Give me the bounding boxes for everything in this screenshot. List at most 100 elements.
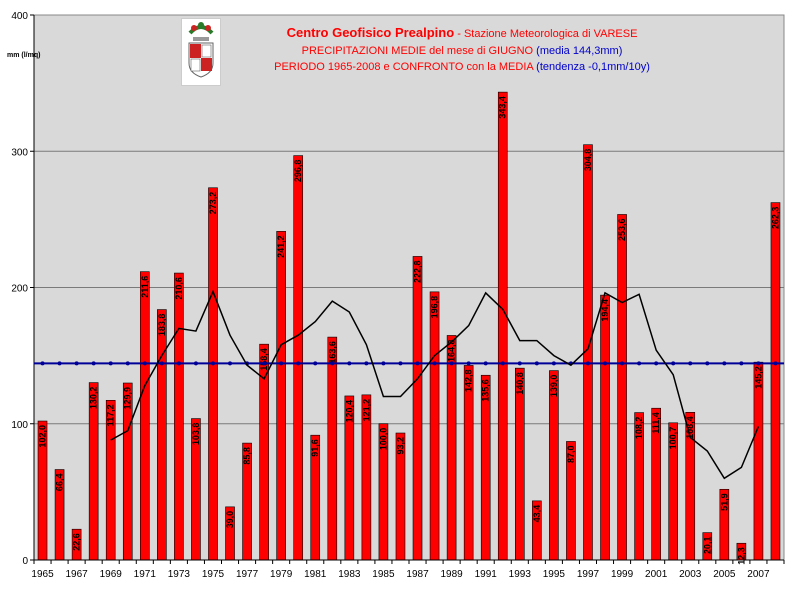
- mean-line-marker: [722, 361, 727, 366]
- bar: [174, 272, 184, 561]
- bar-data-label: 111,4: [651, 412, 661, 434]
- mean-line-marker: [705, 361, 710, 366]
- moving-average-path: [110, 289, 760, 480]
- mean-line-marker: [620, 361, 625, 366]
- bar-data-label: 103,8: [191, 423, 201, 446]
- x-tick-label: 2005: [713, 569, 736, 580]
- bar: [293, 155, 304, 561]
- mean-line-marker: [483, 361, 488, 366]
- bar: [208, 187, 218, 561]
- y-tick-label: 100: [11, 420, 28, 431]
- bar-data-label: 158,4: [259, 348, 269, 371]
- bar: [514, 367, 525, 561]
- bar: [429, 291, 440, 561]
- x-tick-label: 1973: [168, 569, 191, 580]
- bar-data-label: 262,3: [770, 207, 780, 230]
- bar-data-label: 108,2: [634, 417, 644, 440]
- bar-data-label: 139,0: [549, 375, 559, 398]
- mean-line-marker: [74, 361, 79, 366]
- mean-line-marker: [210, 361, 215, 366]
- x-tick-label: 1979: [270, 569, 293, 580]
- bar-data-label: 85,8: [242, 447, 252, 465]
- bar-data-label: 20,1: [702, 537, 712, 555]
- bar-data-label: 129,9: [123, 387, 133, 410]
- mean-line-marker: [585, 361, 590, 366]
- x-tick-label: 1987: [406, 569, 429, 580]
- bar-data-label: 194,4: [600, 299, 610, 322]
- bar-data-label: 87,0: [566, 445, 576, 463]
- bar-labels: 102,0 66,4 22,6 130,2 117,2 129,9 211,6 183,8 21…: [38, 96, 781, 565]
- mean-line-marker: [671, 361, 676, 366]
- mean-line-marker: [517, 361, 522, 366]
- mean-line-marker: [773, 361, 778, 366]
- mean-line-marker: [91, 361, 96, 366]
- mean-line-marker: [40, 361, 45, 366]
- x-tick-label: 1991: [475, 569, 498, 580]
- bar: [753, 361, 764, 561]
- bar-data-label: 12,3: [736, 547, 746, 565]
- bar-data-label: 102,0: [38, 425, 48, 448]
- chart-title: Centro Geofisico Prealpino - Stazione Me…: [286, 25, 638, 40]
- bar-data-label: 145,2: [753, 366, 763, 389]
- mean-line-marker: [466, 361, 471, 366]
- x-tick-label: 1989: [440, 569, 463, 580]
- bar-data-label: 51,9: [719, 493, 729, 511]
- bar-data-label: 142,8: [464, 369, 474, 392]
- mean-line-marker: [296, 361, 301, 366]
- mean-line-marker: [347, 361, 352, 366]
- bar: [446, 335, 457, 561]
- bar-data-label: 140,8: [515, 372, 525, 395]
- x-tick-label: 1969: [100, 569, 123, 580]
- bar-data-label: 43,4: [532, 505, 542, 523]
- mean-line-marker: [756, 361, 761, 366]
- mean-line-marker: [603, 361, 608, 366]
- mean-line-marker: [228, 361, 233, 366]
- x-tick-label: 2003: [679, 569, 702, 580]
- x-tick-label: 1983: [338, 569, 361, 580]
- bar: [617, 214, 627, 561]
- mean-line-marker: [398, 361, 403, 366]
- bar: [497, 91, 508, 561]
- x-tick-label: 1975: [202, 569, 225, 580]
- mean-line-marker: [176, 361, 181, 366]
- bar-data-label: 164,8: [447, 339, 457, 362]
- chart-subtitle-1: PRECIPITAZIONI MEDIE del mese di GIUGNO …: [301, 45, 623, 57]
- mean-line-marker: [534, 361, 539, 366]
- bar: [463, 365, 474, 561]
- bar-data-label: 296,8: [293, 160, 303, 183]
- bar-data-label: 343,4: [498, 96, 508, 119]
- mean-line-marker: [654, 361, 659, 366]
- mean-line-marker: [415, 361, 420, 366]
- y-axis: 0 100 200 300 400: [11, 11, 35, 567]
- mean-line-marker: [432, 361, 437, 366]
- mean-line-marker: [500, 361, 505, 366]
- y-tick-label: 0: [22, 556, 28, 567]
- x-tick-label: 1999: [611, 569, 634, 580]
- mean-line-marker: [688, 361, 693, 366]
- mean-line-marker: [551, 361, 556, 366]
- x-tick-label: 1971: [134, 569, 157, 580]
- bar: [600, 294, 610, 561]
- varese-coat-of-arms-icon: [181, 18, 221, 86]
- bar: [139, 271, 150, 561]
- mean-line-marker: [142, 361, 147, 366]
- mean-line-marker: [125, 361, 130, 366]
- bar: [480, 374, 491, 561]
- bar: [327, 336, 338, 561]
- mean-line-marker: [313, 361, 318, 366]
- mean-line-marker: [159, 361, 164, 366]
- y-axis-label: mm (l/mq): [7, 52, 41, 59]
- bar-data-label: 196,8: [430, 296, 440, 319]
- bar-data-label: 93,2: [395, 437, 405, 455]
- bar-data-label: 241,2: [276, 235, 286, 258]
- mean-line: [34, 361, 784, 366]
- x-tick-label: 2007: [747, 569, 770, 580]
- bar-data-label: 100,7: [668, 427, 678, 450]
- mean-line-marker: [279, 361, 284, 366]
- bar: [157, 309, 167, 561]
- x-tick-label: 1981: [304, 569, 327, 580]
- x-tick-label: 1977: [236, 569, 259, 580]
- y-tick-label: 300: [11, 147, 28, 158]
- bar-data-label: 304,8: [583, 149, 593, 172]
